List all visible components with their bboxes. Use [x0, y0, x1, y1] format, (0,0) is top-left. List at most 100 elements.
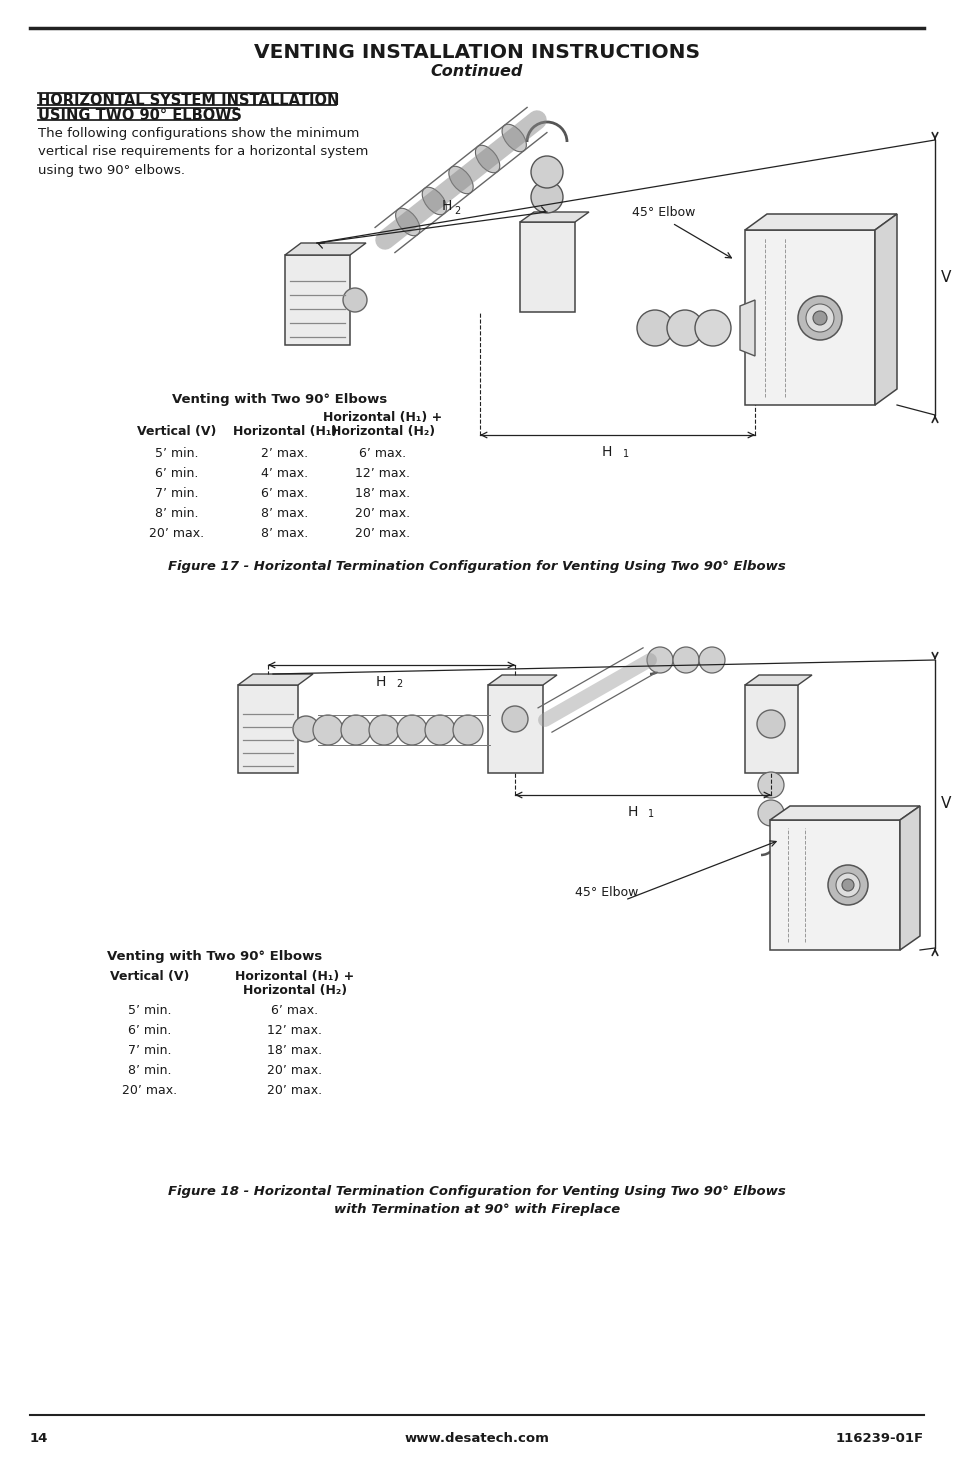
Text: 2: 2	[454, 207, 459, 217]
Polygon shape	[519, 212, 588, 223]
Text: H: H	[601, 445, 612, 459]
Circle shape	[396, 715, 427, 745]
Text: 6’ min.: 6’ min.	[128, 1024, 172, 1037]
FancyBboxPatch shape	[769, 820, 899, 950]
Circle shape	[672, 648, 699, 673]
Text: 45° Elbow: 45° Elbow	[575, 886, 638, 900]
Circle shape	[340, 715, 371, 745]
Text: 7’ min.: 7’ min.	[128, 1044, 172, 1058]
Polygon shape	[769, 805, 919, 820]
Text: 1: 1	[647, 808, 654, 819]
Circle shape	[805, 304, 833, 332]
Text: 2’ max.: 2’ max.	[261, 447, 308, 460]
Text: www.desatech.com: www.desatech.com	[404, 1432, 549, 1446]
Polygon shape	[899, 805, 919, 950]
Text: HORIZONTAL SYSTEM INSTALLATION: HORIZONTAL SYSTEM INSTALLATION	[38, 93, 339, 108]
Text: Figure 17 - Horizontal Termination Configuration for Venting Using Two 90° Elbow: Figure 17 - Horizontal Termination Confi…	[168, 560, 785, 572]
Circle shape	[812, 311, 826, 324]
Circle shape	[758, 799, 783, 826]
Polygon shape	[874, 214, 896, 406]
Text: H: H	[441, 199, 452, 212]
Text: 116239-01F: 116239-01F	[835, 1432, 923, 1446]
Text: 45° Elbow: 45° Elbow	[631, 207, 695, 220]
Text: VENTING INSTALLATION INSTRUCTIONS: VENTING INSTALLATION INSTRUCTIONS	[253, 43, 700, 62]
Text: H: H	[375, 676, 386, 689]
Text: 20’ max.: 20’ max.	[355, 527, 410, 540]
Text: Continued: Continued	[431, 65, 522, 80]
Circle shape	[531, 181, 562, 212]
Text: 20’ max.: 20’ max.	[150, 527, 204, 540]
Circle shape	[758, 771, 783, 798]
Text: 8’ max.: 8’ max.	[261, 527, 309, 540]
Text: Horizontal (H₂): Horizontal (H₂)	[331, 425, 435, 438]
Text: V: V	[940, 796, 950, 811]
Polygon shape	[285, 243, 366, 255]
Text: The following configurations show the minimum
vertical rise requirements for a h: The following configurations show the mi…	[38, 127, 368, 177]
Text: 4’ max.: 4’ max.	[261, 468, 308, 479]
Text: Vertical (V): Vertical (V)	[137, 425, 216, 438]
Ellipse shape	[422, 187, 446, 215]
Text: USING TWO 90° ELBOWS: USING TWO 90° ELBOWS	[38, 108, 242, 122]
Polygon shape	[237, 674, 313, 684]
FancyBboxPatch shape	[488, 684, 542, 773]
Text: H: H	[627, 805, 638, 819]
Ellipse shape	[448, 167, 473, 193]
Text: Vertical (V): Vertical (V)	[111, 971, 190, 982]
Text: 6’ max.: 6’ max.	[261, 487, 308, 500]
Text: 12’ max.: 12’ max.	[267, 1024, 322, 1037]
FancyBboxPatch shape	[744, 230, 874, 406]
Text: 12’ max.: 12’ max.	[355, 468, 410, 479]
Text: Horizontal (H₁) +: Horizontal (H₁) +	[323, 412, 442, 423]
Circle shape	[343, 288, 367, 313]
Text: Venting with Two 90° Elbows: Venting with Two 90° Elbows	[108, 950, 322, 963]
Text: 5’ min.: 5’ min.	[155, 447, 198, 460]
Circle shape	[695, 310, 730, 347]
Circle shape	[453, 715, 482, 745]
Text: 6’ max.: 6’ max.	[359, 447, 406, 460]
Text: 20’ max.: 20’ max.	[267, 1063, 322, 1077]
Circle shape	[835, 873, 859, 897]
Circle shape	[501, 707, 527, 732]
Text: Venting with Two 90° Elbows: Venting with Two 90° Elbows	[172, 392, 387, 406]
Text: 20’ max.: 20’ max.	[355, 507, 410, 521]
Text: 5’ min.: 5’ min.	[128, 1004, 172, 1016]
Text: with Termination at 90° with Fireplace: with Termination at 90° with Fireplace	[334, 1204, 619, 1215]
Text: 7’ min.: 7’ min.	[155, 487, 198, 500]
FancyBboxPatch shape	[744, 684, 797, 773]
Circle shape	[646, 648, 672, 673]
Ellipse shape	[475, 145, 499, 173]
Polygon shape	[744, 676, 811, 684]
Text: Horizontal (H₁) +: Horizontal (H₁) +	[235, 971, 355, 982]
Text: 20’ max.: 20’ max.	[122, 1084, 177, 1097]
Text: 18’ max.: 18’ max.	[267, 1044, 322, 1058]
Polygon shape	[740, 299, 754, 355]
Text: 6’ min.: 6’ min.	[155, 468, 198, 479]
Ellipse shape	[501, 124, 526, 152]
Ellipse shape	[395, 208, 419, 236]
Circle shape	[699, 648, 724, 673]
FancyBboxPatch shape	[519, 223, 575, 313]
Circle shape	[841, 879, 853, 891]
Circle shape	[757, 709, 784, 738]
Circle shape	[424, 715, 455, 745]
Text: Figure 18 - Horizontal Termination Configuration for Venting Using Two 90° Elbow: Figure 18 - Horizontal Termination Confi…	[168, 1184, 785, 1198]
Circle shape	[666, 310, 702, 347]
Circle shape	[797, 296, 841, 341]
Text: Horizontal (H₁): Horizontal (H₁)	[233, 425, 336, 438]
Polygon shape	[744, 214, 896, 230]
Text: 14: 14	[30, 1432, 49, 1446]
Text: 8’ max.: 8’ max.	[261, 507, 309, 521]
Text: 2: 2	[396, 678, 402, 689]
FancyBboxPatch shape	[237, 684, 297, 773]
Circle shape	[313, 715, 343, 745]
Text: V: V	[940, 270, 950, 285]
FancyBboxPatch shape	[285, 255, 350, 345]
Polygon shape	[488, 676, 557, 684]
Text: 8’ min.: 8’ min.	[128, 1063, 172, 1077]
Circle shape	[293, 715, 318, 742]
Text: Horizontal (H₂): Horizontal (H₂)	[243, 984, 347, 997]
Circle shape	[637, 310, 672, 347]
Circle shape	[369, 715, 398, 745]
Text: 18’ max.: 18’ max.	[355, 487, 410, 500]
Text: 1: 1	[622, 448, 628, 459]
